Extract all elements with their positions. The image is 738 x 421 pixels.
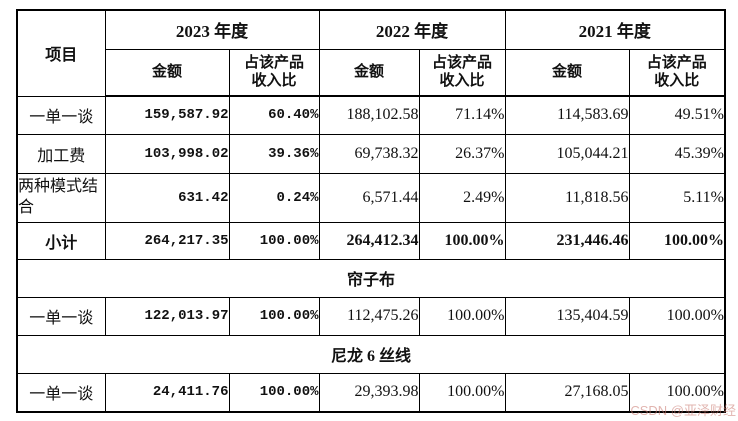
amount-2023-cell: 122,013.97 [104, 296, 230, 336]
amount-2021-cell: 105,044.21 [504, 133, 630, 174]
ratio-2022-cell: 71.14% [418, 95, 506, 135]
column-header-ratio-2023: 占该产品收入比 [228, 48, 320, 97]
amount-2023-cell: 24,411.76 [104, 372, 230, 413]
table-section-row: 尼龙 6 丝线 [16, 334, 726, 374]
ratio-2023-cell: 100.00% [228, 372, 320, 413]
amount-2022-cell: 6,571.44 [318, 172, 420, 223]
ratio-2022-cell: 100.00% [418, 296, 506, 336]
table-row: 两种模式结合 631.42 0.24% 6,571.44 2.49% 11,81… [16, 172, 726, 223]
ratio-2021-cell: 100.00% [628, 221, 726, 260]
section-title: 帘子布 [16, 258, 726, 298]
column-header-amount-2022: 金额 [318, 48, 420, 97]
ratio-2021-cell: 100.00% [628, 372, 726, 413]
amount-2023-cell: 264,217.35 [104, 221, 230, 260]
row-label: 小计 [16, 221, 106, 260]
amount-2021-cell: 135,404.59 [504, 296, 630, 336]
column-header-year-2022: 2022 年度 [318, 9, 506, 50]
ratio-header-text: 占该产品收入比 [646, 54, 707, 90]
amount-2021-cell: 11,818.56 [504, 172, 630, 223]
section-title: 尼龙 6 丝线 [16, 334, 726, 374]
column-header-ratio-2022: 占该产品收入比 [418, 48, 506, 97]
column-header-amount-2023: 金额 [104, 48, 230, 97]
column-header-year-2021: 2021 年度 [504, 9, 726, 50]
row-label: 一单一谈 [16, 95, 106, 135]
ratio-2021-cell: 100.00% [628, 296, 726, 336]
column-header-amount-2021: 金额 [504, 48, 630, 97]
ratio-2023-cell: 60.40% [228, 95, 320, 135]
amount-2022-cell: 188,102.58 [318, 95, 420, 135]
ratio-2022-cell: 100.00% [418, 372, 506, 413]
ratio-header-text: 占该产品收入比 [243, 54, 304, 90]
amount-2022-cell: 29,393.98 [318, 372, 420, 413]
ratio-2021-cell: 45.39% [628, 133, 726, 174]
row-label: 加工费 [16, 133, 106, 174]
amount-2021-cell: 231,446.46 [504, 221, 630, 260]
column-header-year-2023: 2023 年度 [104, 9, 320, 50]
ratio-2023-cell: 100.00% [228, 296, 320, 336]
amount-2021-cell: 27,168.05 [504, 372, 630, 413]
table-header-sub: 金额 占该产品收入比 金额 占该产品收入比 金额 占该产品收入比 [17, 48, 726, 97]
row-label: 一单一谈 [16, 372, 106, 413]
table-row: 加工费 103,998.02 39.36% 69,738.32 26.37% 1… [16, 133, 726, 174]
ratio-2022-cell: 100.00% [418, 221, 506, 260]
ratio-2021-cell: 5.11% [628, 172, 726, 223]
row-label: 两种模式结合 [16, 172, 106, 223]
ratio-2023-cell: 100.00% [228, 221, 320, 260]
column-header-item: 项目 [16, 9, 106, 97]
table-row: 一单一谈 159,587.92 60.40% 188,102.58 71.14%… [16, 95, 726, 135]
column-header-ratio-2021: 占该产品收入比 [628, 48, 726, 97]
amount-2023-cell: 159,587.92 [104, 95, 230, 135]
ratio-2022-cell: 26.37% [418, 133, 506, 174]
amount-2022-cell: 112,475.26 [318, 296, 420, 336]
table-section-row: 帘子布 [16, 258, 726, 298]
ratio-2021-cell: 49.51% [628, 95, 726, 135]
row-label: 一单一谈 [16, 296, 106, 336]
table-row: 一单一谈 122,013.97 100.00% 112,475.26 100.0… [16, 296, 726, 336]
amount-2023-cell: 631.42 [104, 172, 230, 223]
ratio-2023-cell: 39.36% [228, 133, 320, 174]
table-row: 一单一谈 24,411.76 100.00% 29,393.98 100.00%… [16, 372, 726, 413]
ratio-2023-cell: 0.24% [228, 172, 320, 223]
ratio-header-text: 占该产品收入比 [431, 54, 492, 90]
amount-2021-cell: 114,583.69 [504, 95, 630, 135]
table-row-subtotal: 小计 264,217.35 100.00% 264,412.34 100.00%… [16, 221, 726, 260]
financial-table: 项目 2023 年度 2022 年度 2021 年度 金额 占该产品收入比 金额… [16, 9, 726, 413]
amount-2022-cell: 264,412.34 [318, 221, 420, 260]
amount-2023-cell: 103,998.02 [104, 133, 230, 174]
amount-2022-cell: 69,738.32 [318, 133, 420, 174]
ratio-2022-cell: 2.49% [418, 172, 506, 223]
table-header-years: 项目 2023 年度 2022 年度 2021 年度 [16, 9, 726, 97]
